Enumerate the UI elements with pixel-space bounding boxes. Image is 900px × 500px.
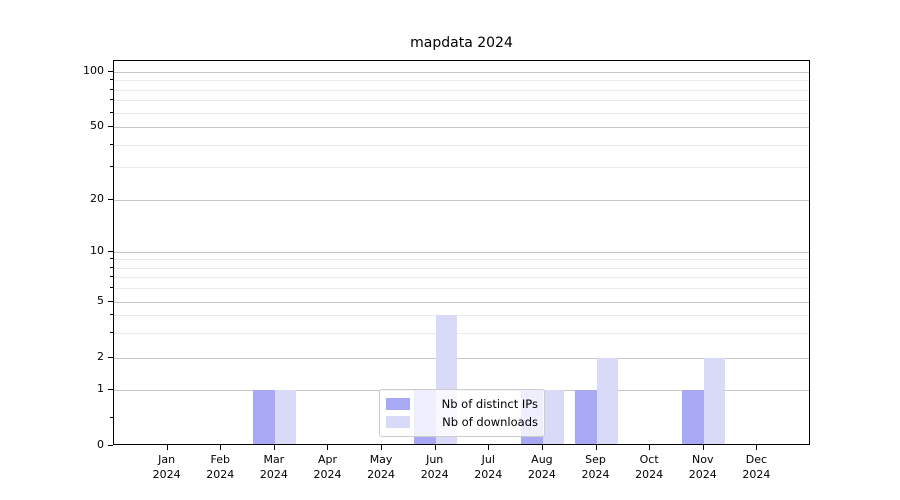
y-tick-label: 0	[97, 438, 104, 451]
x-tick-label: Jun 2024	[420, 453, 449, 481]
minor-gridline	[114, 267, 809, 269]
major-gridline	[114, 72, 809, 73]
major-gridline	[114, 357, 809, 359]
y-tick-label: 10	[90, 243, 104, 257]
bar-nov-downloads	[703, 357, 726, 444]
x-tick-label: Feb 2024	[206, 453, 235, 481]
y-minor-tick	[110, 416, 113, 418]
x-tick	[434, 445, 436, 450]
x-tick-label: Apr 2024	[313, 453, 342, 481]
x-tick-label: Jan 2024	[152, 453, 181, 481]
y-tick-label: 1	[97, 381, 104, 395]
legend-item-downloads: Nb of downloads	[386, 415, 538, 429]
y-tick-label: 50	[90, 119, 104, 132]
x-tick	[595, 445, 597, 450]
legend: Nb of distinct IPs Nb of downloads	[379, 389, 545, 437]
major-gridline	[114, 127, 809, 128]
minor-gridline	[114, 89, 809, 91]
x-tick	[327, 445, 329, 450]
x-tick	[756, 445, 758, 450]
y-minor-tick	[110, 143, 113, 145]
x-tick	[220, 445, 222, 450]
y-minor-tick	[110, 331, 113, 333]
y-tick	[108, 300, 113, 302]
x-tick-label: Oct 2024	[635, 453, 664, 481]
x-tick-label: Dec 2024	[742, 453, 771, 481]
x-tick-label: Jul 2024	[474, 453, 503, 481]
bar-sep-downloads	[596, 357, 619, 444]
y-minor-tick	[110, 287, 113, 289]
minor-gridline	[114, 332, 809, 334]
x-tick	[541, 445, 543, 450]
y-minor-tick	[110, 88, 113, 90]
minor-gridline	[114, 80, 809, 82]
x-tick	[273, 445, 275, 450]
y-minor-tick	[110, 258, 113, 260]
plot-area	[113, 60, 810, 445]
legend-swatch-distinct-ips	[386, 398, 410, 410]
x-tick	[166, 445, 168, 450]
y-tick-label: 2	[97, 349, 104, 363]
y-minor-tick	[110, 79, 113, 81]
x-tick	[381, 445, 383, 450]
x-tick-label: Mar 2024	[259, 453, 288, 481]
minor-gridline	[114, 144, 809, 146]
y-tick-label: 100	[83, 64, 104, 77]
legend-label-distinct-ips: Nb of distinct IPs	[441, 397, 538, 411]
chart-title: mapdata 2024	[410, 35, 513, 51]
major-gridline	[114, 199, 809, 201]
x-tick-label: Sep 2024	[581, 453, 610, 481]
y-tick-label: 20	[90, 191, 104, 205]
y-tick	[108, 445, 113, 446]
minor-gridline	[114, 277, 809, 279]
y-minor-tick	[110, 99, 113, 101]
legend-item-distinct-ips: Nb of distinct IPs	[386, 397, 538, 411]
y-minor-tick	[110, 276, 113, 278]
bar-aug-downloads	[542, 389, 565, 444]
y-tick	[108, 388, 113, 390]
x-tick-label: Nov 2024	[688, 453, 717, 481]
major-gridline	[114, 251, 809, 253]
minor-gridline	[114, 167, 809, 169]
minor-gridline	[114, 259, 809, 261]
x-tick	[649, 445, 651, 450]
y-minor-tick	[110, 266, 113, 268]
y-tick	[108, 71, 113, 72]
y-tick-label: 5	[97, 293, 104, 307]
bar-sep-distinct-ips	[575, 389, 597, 444]
bar-nov-distinct-ips	[682, 389, 704, 444]
x-tick-label: May 2024	[367, 453, 396, 481]
y-minor-tick	[110, 111, 113, 113]
y-minor-tick	[110, 166, 113, 168]
x-tick	[488, 445, 490, 450]
x-tick	[702, 445, 704, 450]
x-tick-label: Aug 2024	[527, 453, 556, 481]
y-tick	[108, 126, 113, 127]
y-tick	[108, 356, 113, 358]
minor-gridline	[114, 100, 809, 102]
minor-gridline	[114, 315, 809, 317]
legend-label-downloads: Nb of downloads	[442, 415, 538, 429]
bar-mar-distinct-ips	[253, 389, 275, 444]
bar-mar-downloads	[274, 389, 297, 444]
minor-gridline	[114, 112, 809, 114]
y-tick	[108, 250, 113, 252]
y-tick	[108, 198, 113, 200]
legend-swatch-downloads	[386, 416, 410, 428]
y-minor-tick	[110, 314, 113, 316]
minor-gridline	[114, 288, 809, 290]
major-gridline	[114, 301, 809, 303]
